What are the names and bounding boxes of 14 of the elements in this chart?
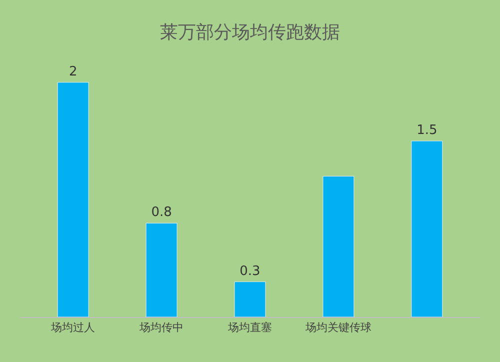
x-tick-label: 场均直塞 (227, 321, 272, 334)
bar (411, 140, 443, 317)
bar (322, 176, 354, 317)
chart-title: 莱万部分场均传跑数据 (160, 22, 340, 43)
x-tick-label: 场均传中 (138, 321, 184, 334)
x-tick-label: 场均关键传球 (304, 321, 372, 334)
bar (234, 282, 266, 317)
data-label: 1.5 (416, 123, 438, 138)
x-tick-label: 场均过人 (50, 321, 96, 334)
bar (146, 222, 178, 317)
data-label: 2 (68, 64, 78, 80)
bar (57, 82, 89, 317)
data-label: 0.8 (151, 205, 172, 220)
data-label: 0.3 (240, 264, 260, 279)
